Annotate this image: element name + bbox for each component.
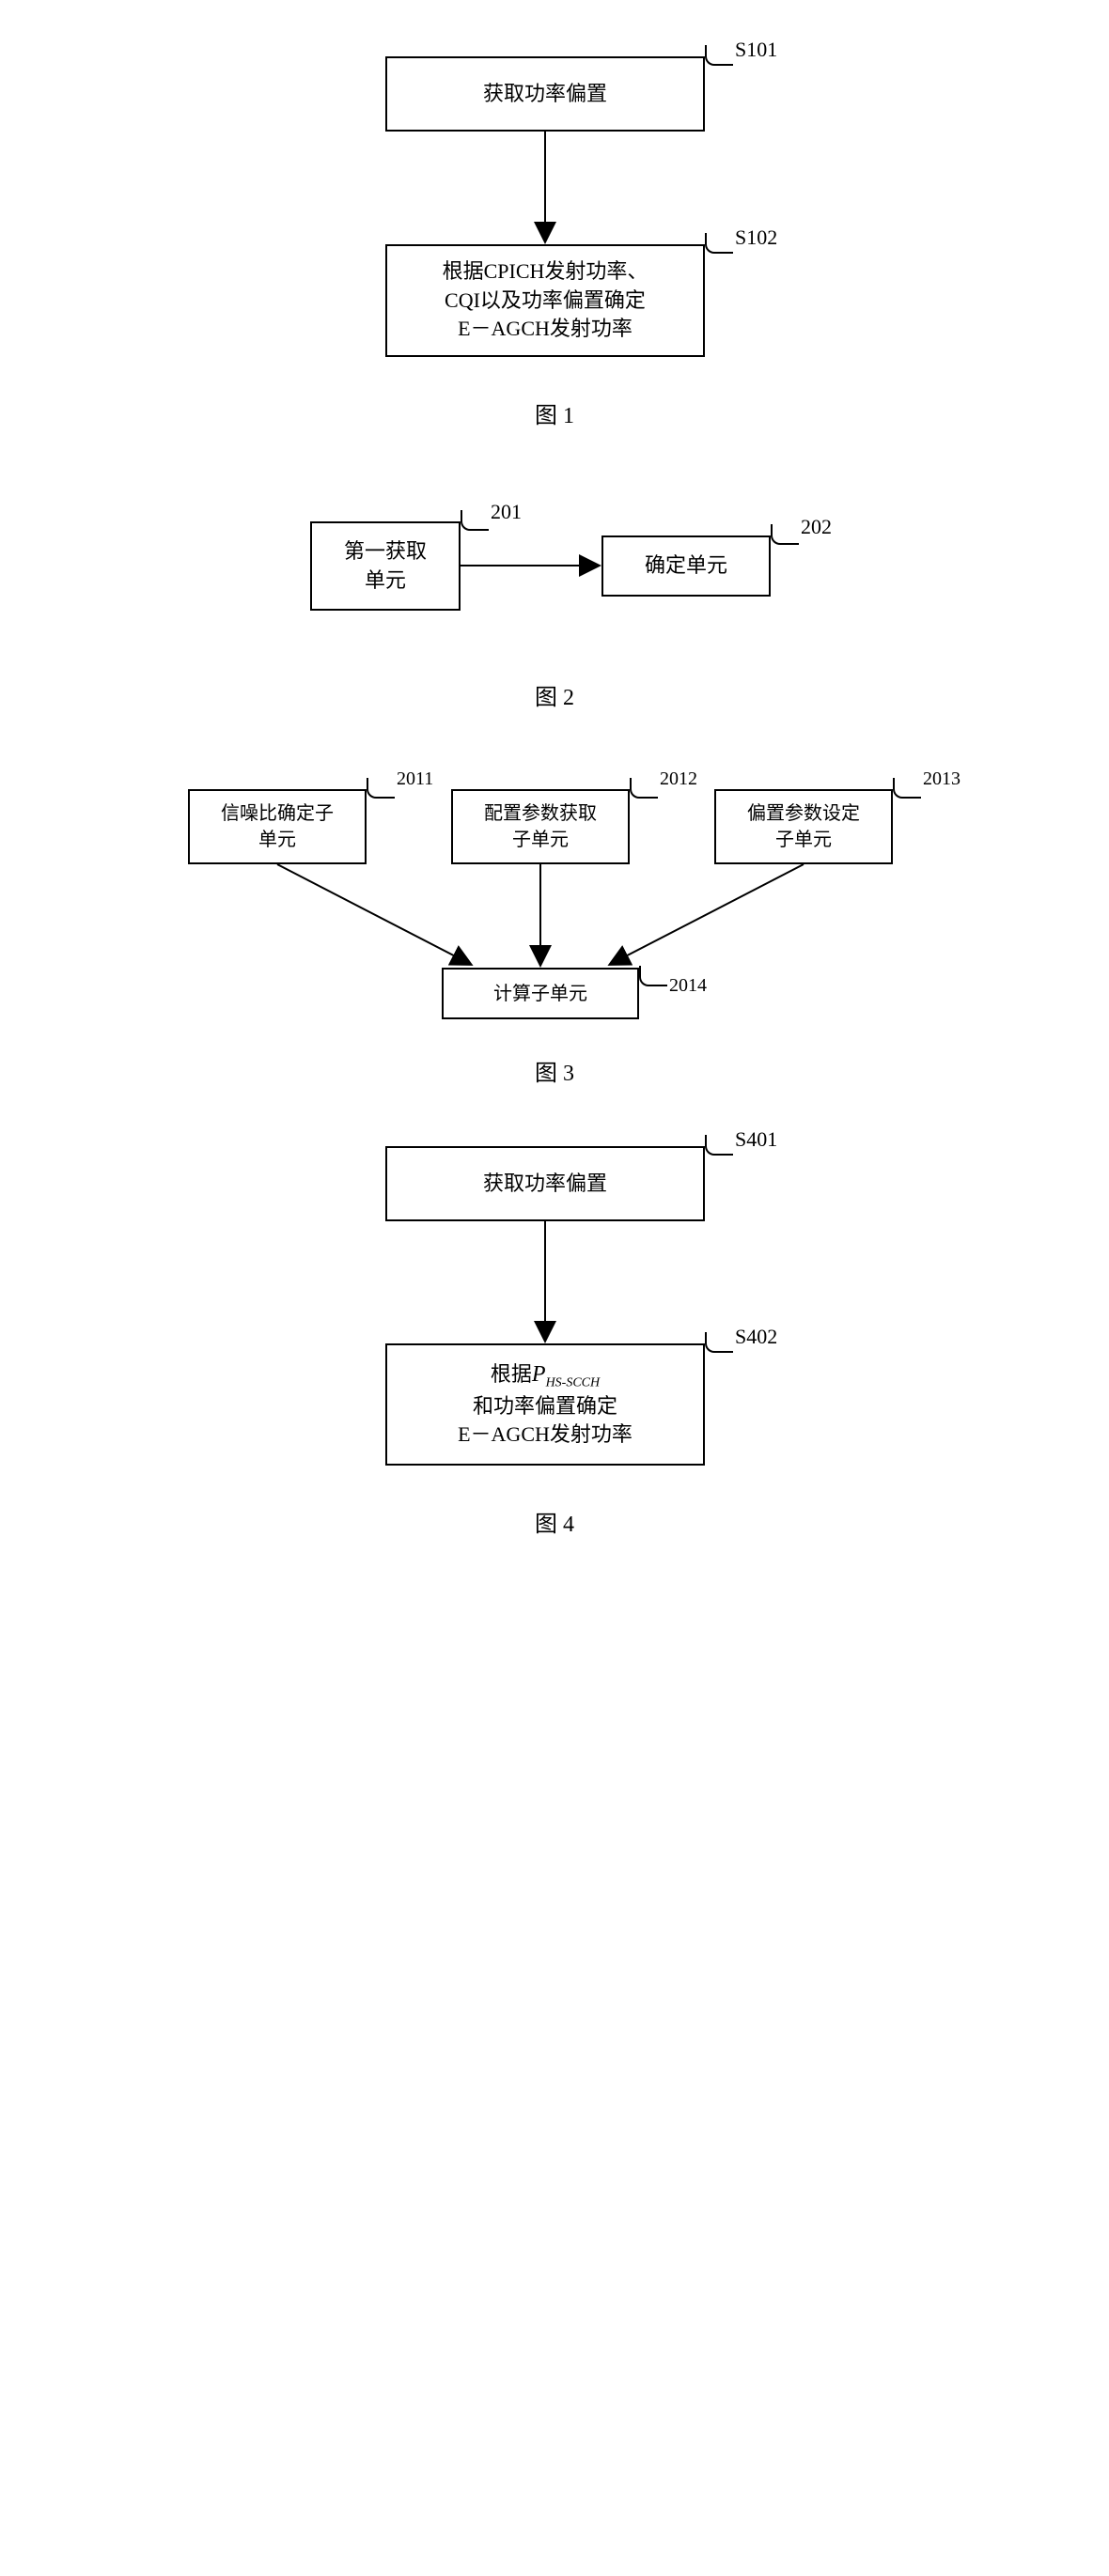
box-201-line2: 单元 <box>365 566 406 596</box>
tag-2013: 2013 <box>923 768 961 790</box>
fig4-caption: 图 4 <box>273 1505 836 1538</box>
box-201-line1: 第一获取 <box>344 537 427 566</box>
tag-hook-202 <box>771 524 799 545</box>
box-2014: 计算子单元 <box>442 968 639 1019</box>
tag-hook-s101 <box>705 45 733 66</box>
tag-201: 201 <box>491 500 522 524</box>
box-2012-line1: 配置参数获取 <box>484 800 597 827</box>
box-201: 第一获取 单元 <box>310 521 461 611</box>
s402-prefix: 根据 <box>491 1362 532 1386</box>
box-s101: 获取功率偏置 <box>385 56 705 132</box>
tag-2011: 2011 <box>397 768 433 790</box>
box-s401-text: 获取功率偏置 <box>483 1170 607 1199</box>
box-s102-line1: 根据CPICH发射功率、 <box>443 257 648 287</box>
box-s102: 根据CPICH发射功率、 CQI以及功率偏置确定 E－AGCH发射功率 <box>385 244 705 357</box>
fig3-caption: 图 3 <box>169 1054 940 1087</box>
s402-var-sub: HS-SCCH <box>546 1375 601 1389</box>
tag-hook-2012 <box>630 778 658 799</box>
box-s402-line2: 和功率偏置确定 <box>473 1392 617 1421</box>
box-s102-line3: E－AGCH发射功率 <box>458 315 633 344</box>
box-s402-line1: 根据PHS-SCCH <box>491 1359 600 1392</box>
box-s402: 根据PHS-SCCH 和功率偏置确定 E－AGCH发射功率 <box>385 1343 705 1466</box>
box-2013: 偏置参数设定 子单元 <box>714 789 893 864</box>
figure-3: 信噪比确定子 单元 2011 配置参数获取 子单元 2012 偏置参数设定 子单… <box>169 752 940 1090</box>
box-2013-line1: 偏置参数设定 <box>747 800 860 827</box>
box-2014-text: 计算子单元 <box>493 981 587 1007</box>
tag-202: 202 <box>801 515 832 539</box>
box-2011: 信噪比确定子 单元 <box>188 789 367 864</box>
tag-s402: S402 <box>735 1325 777 1349</box>
tag-s401: S401 <box>735 1127 777 1152</box>
s402-var-main: P <box>532 1362 546 1387</box>
fig1-caption: 图 1 <box>273 396 836 429</box>
tag-hook-s401 <box>705 1135 733 1156</box>
fig2-caption: 图 2 <box>254 678 855 711</box>
box-202-text: 确定单元 <box>645 551 727 581</box>
figure-2: 第一获取 单元 201 确定单元 202 图 2 <box>254 470 855 714</box>
box-2012-line2: 子单元 <box>512 827 569 853</box>
figure-1: 获取功率偏置 S101 根据CPICH发射功率、 CQI以及功率偏置确定 E－A… <box>273 38 836 432</box>
box-202: 确定单元 <box>601 535 771 597</box>
tag-hook-2013 <box>893 778 921 799</box>
box-s102-line2: CQI以及功率偏置确定 <box>445 287 646 316</box>
tag-2012: 2012 <box>660 768 697 790</box>
tag-s102: S102 <box>735 225 777 250</box>
tag-hook-2014 <box>639 966 667 986</box>
tag-s101: S101 <box>735 38 777 62</box>
figure-4: 获取功率偏置 S401 根据PHS-SCCH 和功率偏置确定 E－AGCH发射功… <box>273 1127 836 1541</box>
box-s402-line3: E－AGCH发射功率 <box>458 1420 633 1450</box>
tag-2014: 2014 <box>669 975 707 997</box>
tag-hook-s402 <box>705 1332 733 1353</box>
box-2012: 配置参数获取 子单元 <box>451 789 630 864</box>
tag-hook-s102 <box>705 233 733 254</box>
box-s401: 获取功率偏置 <box>385 1146 705 1221</box>
tag-hook-201 <box>461 510 489 531</box>
tag-hook-2011 <box>367 778 395 799</box>
box-2011-line2: 单元 <box>258 827 296 853</box>
box-2013-line2: 子单元 <box>775 827 832 853</box>
box-2011-line1: 信噪比确定子 <box>221 800 334 827</box>
box-s101-text: 获取功率偏置 <box>483 80 607 109</box>
